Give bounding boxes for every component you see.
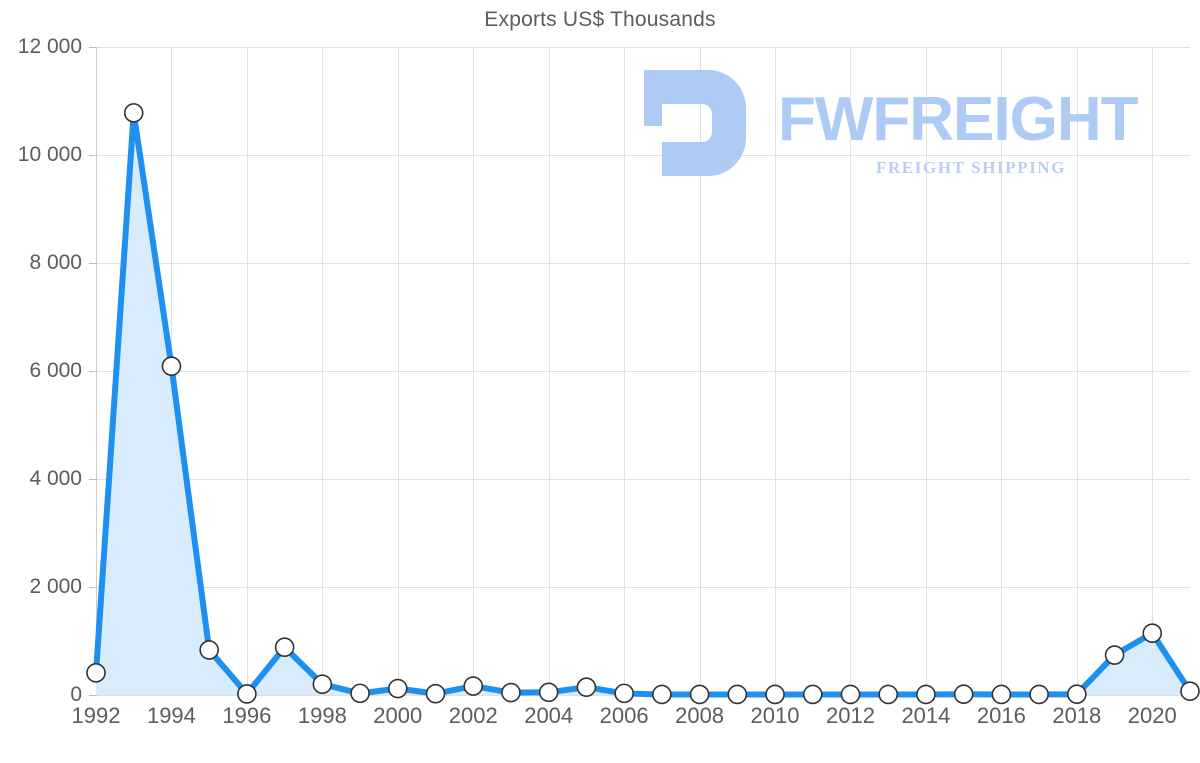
gridline-horizontal [96,587,1190,588]
gridline-vertical [548,47,550,695]
data-point-marker[interactable] [274,637,295,658]
x-axis-tick-label: 2006 [599,703,649,728]
gridline-vertical [473,47,475,695]
data-point-marker[interactable] [387,678,408,699]
data-point-marker[interactable] [802,684,823,705]
data-point-marker[interactable] [86,663,106,683]
gridline-horizontal [96,479,1190,480]
data-point-marker[interactable] [614,683,634,704]
y-axis-tick-mark [89,155,97,156]
data-point-marker[interactable] [161,356,182,376]
data-point-marker[interactable] [538,682,559,703]
y-axis-tick-mark [89,695,97,696]
gridline-horizontal [96,47,1190,48]
data-point-marker[interactable] [689,684,710,705]
data-point-marker[interactable] [1029,684,1049,705]
data-point-marker[interactable] [1067,684,1087,704]
data-point-marker[interactable] [953,684,974,704]
data-point-marker[interactable] [840,684,861,705]
data-point-marker[interactable] [123,103,144,123]
x-axis-tick-label: 2004 [524,703,574,728]
gridline-vertical [699,47,701,695]
x-axis-tick-label: 2016 [976,703,1026,728]
gridline-horizontal [96,263,1190,264]
area-fill-path [96,112,1190,695]
y-axis-tick-label: 6 000 [29,359,82,382]
gridline-horizontal [96,155,1190,156]
y-axis-tick-label: 12 000 [17,35,82,58]
data-point-marker[interactable] [501,682,521,703]
data-point-marker[interactable] [991,684,1012,705]
gridline-vertical [775,47,777,695]
x-axis-tick-label: 2012 [825,703,875,728]
data-point-marker[interactable] [727,684,748,705]
data-point-marker[interactable] [312,674,333,695]
series-line-path [93,109,1193,698]
x-axis-tick-label: 2000 [373,703,423,728]
data-point-marker[interactable] [463,676,484,696]
x-axis-tick-label: 1994 [146,703,196,728]
data-point-marker[interactable] [425,683,446,704]
gridline-vertical [1076,47,1078,695]
gridline-vertical [1152,47,1154,695]
y-axis-tick-mark [89,587,97,588]
gridline-horizontal [96,371,1190,372]
gridline-vertical [1001,47,1003,695]
x-axis-tick-label: 1996 [222,703,272,728]
data-point-marker[interactable] [878,684,899,705]
y-axis-tick-mark [89,479,97,480]
data-point-marker[interactable] [199,640,219,660]
y-axis-tick-mark [89,263,97,264]
x-axis-tick-label: 1992 [71,703,121,728]
gridline-vertical [246,47,248,695]
y-axis-tick-label: 2 000 [29,575,82,598]
data-point-marker[interactable] [576,677,597,697]
chart-title: Exports US$ Thousands [484,8,716,31]
y-axis-tick-mark [89,47,97,48]
data-point-marker[interactable] [350,683,370,704]
x-axis-tick-label: 1998 [297,703,347,728]
data-point-marker[interactable] [1104,645,1125,665]
data-point-marker[interactable] [237,684,257,704]
data-point-marker[interactable] [765,684,785,705]
x-axis-tick-label: 2020 [1127,703,1177,728]
y-axis-tick-label: 4 000 [29,467,82,490]
gridline-vertical [624,47,626,695]
gridline-vertical [397,47,399,695]
data-point-marker[interactable] [916,684,936,705]
data-point-marker[interactable] [652,684,672,705]
y-axis-tick-label: 0 [70,683,82,706]
x-axis-tick-label: 2008 [675,703,725,728]
x-axis-tick-label: 2010 [750,703,800,728]
gridline-vertical [925,47,927,695]
y-axis-tick-label: 10 000 [17,143,82,166]
gridline-vertical [850,47,852,695]
data-point-marker[interactable] [1180,681,1200,702]
x-axis-tick-label: 2018 [1052,703,1102,728]
y-axis-tick-mark [89,371,97,372]
data-point-marker[interactable] [1142,623,1163,643]
data-point-markers [86,103,1200,705]
x-axis-tick-label: 2002 [448,703,498,728]
x-axis-tick-label: 2014 [901,703,951,728]
y-axis-tick-label: 8 000 [29,251,82,274]
gridline-vertical [322,47,324,695]
